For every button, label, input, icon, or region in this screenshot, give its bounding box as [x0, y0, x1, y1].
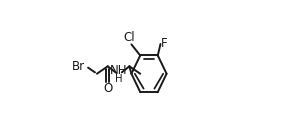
Text: Cl: Cl — [124, 31, 135, 44]
Text: H: H — [115, 74, 122, 84]
Text: NH: NH — [110, 64, 127, 77]
Text: Br: Br — [72, 60, 86, 73]
Text: F: F — [161, 37, 168, 50]
Text: O: O — [103, 82, 112, 95]
